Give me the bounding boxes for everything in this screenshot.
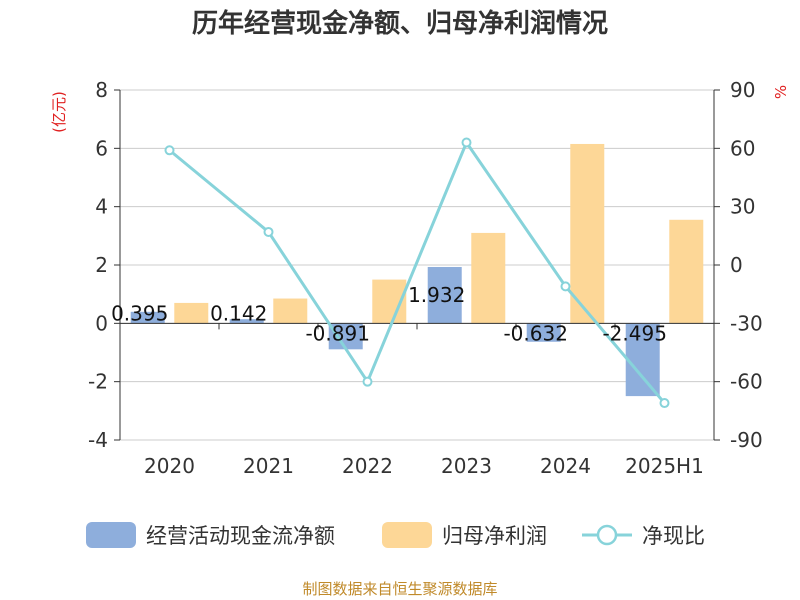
- cashflow-data-label: -0.891: [305, 321, 369, 345]
- ratio-point: [560, 281, 571, 292]
- right-tick-label: -90: [730, 428, 763, 452]
- left-tick-label: 8: [95, 78, 108, 102]
- legend-marker-ratio: [596, 524, 618, 546]
- right-tick-label: 30: [730, 195, 755, 219]
- right-tick-label: 60: [730, 136, 755, 160]
- left-tick-label: -4: [88, 428, 108, 452]
- cashflow-bar: [427, 266, 462, 324]
- category-label: 2021: [243, 454, 294, 478]
- cashflow-data-label: 0.395: [111, 301, 168, 325]
- ratio-polyline: [168, 139, 666, 405]
- chart-title: 历年经营现金净额、归母净利润情况: [192, 8, 608, 39]
- bars: [130, 143, 704, 397]
- axes: [114, 89, 720, 441]
- left-tick-label: -2: [88, 370, 108, 394]
- data-source-note: 制图数据来自恒生聚源数据库: [302, 580, 497, 598]
- legend-swatch-profit: [382, 522, 432, 548]
- profit-bar: [174, 302, 209, 324]
- profit-bar: [669, 219, 704, 324]
- legend-swatch-cashflow: [86, 522, 136, 548]
- category-label: 2024: [540, 454, 591, 478]
- legend-label-cashflow: 经营活动现金流净额: [146, 524, 335, 548]
- data-labels: 0.395 0.142 -0.891 1.932 -0.632 -2.495: [111, 283, 667, 345]
- ratio-point: [362, 376, 373, 387]
- ratio-point: [164, 145, 175, 156]
- category-label: 2022: [342, 454, 393, 478]
- right-tick-label: 90: [730, 78, 755, 102]
- category-label: 2020: [144, 454, 195, 478]
- left-tick-label: 6: [95, 136, 108, 160]
- profit-bar: [570, 143, 605, 324]
- cashflow-data-label: -0.632: [503, 321, 567, 345]
- category-label: 2023: [441, 454, 492, 478]
- ratio-point: [461, 137, 472, 148]
- profit-bar: [273, 298, 308, 324]
- right-tick-label: -30: [730, 311, 763, 335]
- right-tick-label: 0: [730, 253, 743, 277]
- legend-label-profit: 归母净利润: [442, 524, 547, 548]
- left-tick-label: 0: [95, 311, 108, 335]
- ratio-line: [164, 137, 670, 409]
- left-tick-label: 2: [95, 253, 108, 277]
- cashflow-bar: [625, 323, 660, 397]
- cashflow-data-label: -2.495: [602, 321, 666, 345]
- left-tick-label: 4: [95, 195, 108, 219]
- cashflow-data-label: 0.142: [210, 301, 267, 325]
- cashflow-bar: [130, 311, 165, 324]
- tick-labels: 8 6 4 2 0 -2 -4 90 60 30 0 -30 -60 -90 2020 2021 2022 202…: [88, 78, 763, 478]
- ratio-point: [659, 398, 670, 409]
- category-label: 2025H1: [625, 454, 704, 478]
- right-tick-label: -60: [730, 370, 763, 394]
- cashflow-bar: [526, 323, 561, 342]
- ratio-point: [263, 226, 274, 237]
- legend-label-ratio: 净现比: [642, 524, 705, 548]
- legend: 经营活动现金流净额 归母净利润 净现比: [86, 522, 705, 548]
- left-axis-unit: (亿元): [50, 91, 68, 133]
- profit-bar: [471, 232, 506, 324]
- cashflow-data-label: 1.932: [408, 283, 465, 307]
- cashflow-bar: [229, 319, 264, 324]
- right-axis-unit: %: [772, 85, 790, 99]
- cashflow-bar: [328, 323, 363, 350]
